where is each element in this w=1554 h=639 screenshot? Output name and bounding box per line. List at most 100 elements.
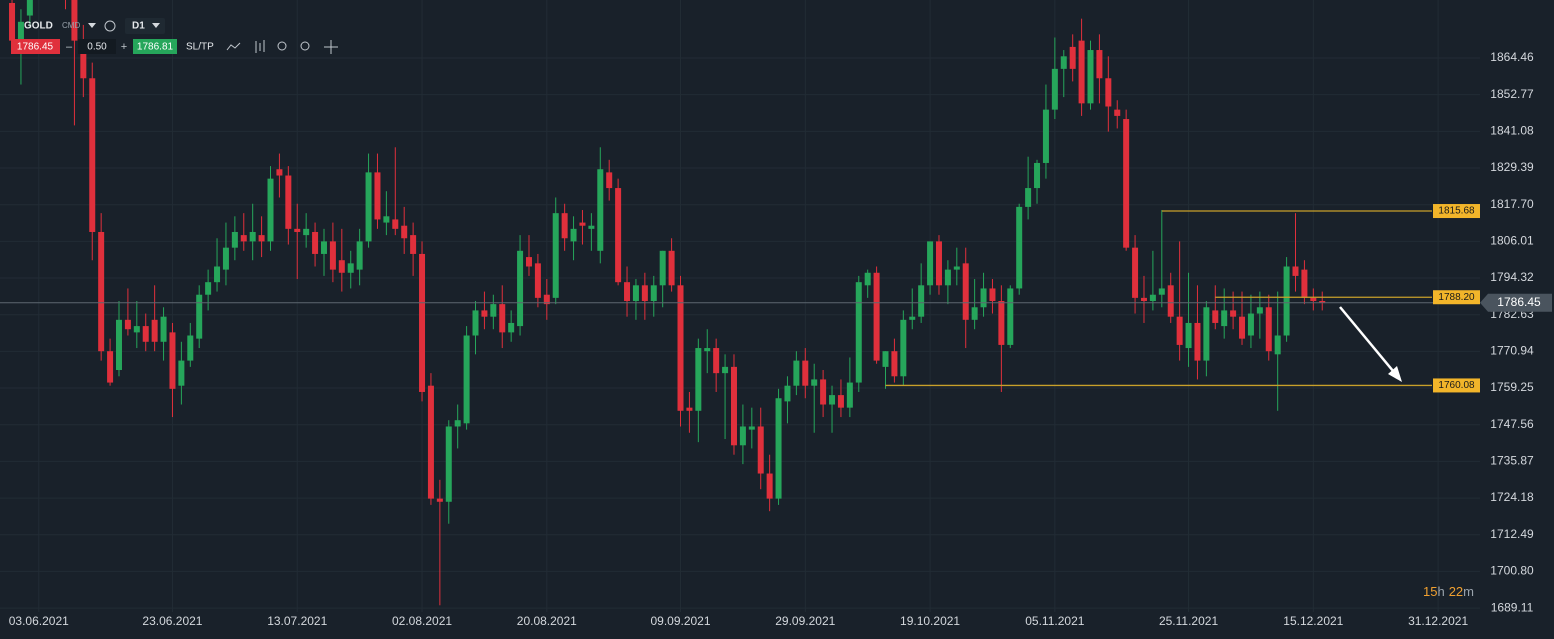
candle-body — [704, 348, 711, 352]
minus[interactable]: – — [66, 41, 73, 53]
candle-body — [1319, 300, 1326, 303]
candle-body — [1096, 50, 1103, 79]
candle-body — [1221, 310, 1228, 327]
info-icon[interactable] — [104, 20, 116, 32]
y-tick-label: 1829.39 — [1490, 160, 1534, 174]
candle-body — [561, 213, 568, 239]
y-tick-label: 1817.70 — [1490, 197, 1534, 211]
ask[interactable]: 1786.81 — [137, 42, 174, 53]
candle-body — [1069, 46, 1076, 69]
candle-body — [1149, 294, 1156, 301]
candle-body — [525, 257, 532, 267]
candle-body — [606, 172, 613, 189]
candle-body — [392, 219, 399, 229]
candle-body — [258, 235, 265, 242]
candle-body — [338, 260, 345, 273]
candle-body — [695, 348, 702, 411]
candle-body — [320, 241, 327, 254]
candle-body — [98, 231, 105, 352]
candle-body — [944, 269, 951, 286]
dropdown[interactable] — [88, 23, 96, 28]
dropdown[interactable] — [152, 23, 160, 28]
x-tick-label: 29.09.2021 — [775, 614, 835, 628]
candle-body — [597, 169, 604, 251]
candle-body — [1167, 285, 1174, 317]
zoom-in-icon[interactable] — [300, 41, 310, 51]
candle-body — [1051, 68, 1058, 110]
candle-body — [686, 407, 693, 411]
candle-body — [846, 382, 853, 408]
candle-body — [89, 78, 96, 232]
level-box — [1433, 290, 1480, 305]
spread-box[interactable] — [78, 39, 116, 54]
candle-body — [1283, 266, 1290, 336]
plus[interactable]: + — [121, 41, 127, 53]
candle-body — [1194, 322, 1201, 361]
candle-body — [677, 285, 684, 411]
candle-body — [864, 272, 871, 286]
candle-body — [1239, 316, 1246, 339]
candle-body — [115, 319, 122, 371]
candle-body — [829, 395, 836, 405]
crosshair-icon[interactable] — [324, 40, 338, 54]
candle-body — [169, 332, 176, 389]
candle-body — [445, 426, 452, 502]
candle-body — [1256, 307, 1263, 314]
candle-body — [26, 0, 33, 16]
market: CMD — [62, 21, 80, 30]
candle-body — [187, 335, 194, 361]
spread[interactable]: 0.50 — [87, 42, 107, 53]
x-tick-label: 02.08.2021 — [392, 614, 452, 628]
chart-type-icon[interactable] — [255, 40, 265, 53]
ask-box[interactable] — [133, 39, 177, 54]
candle-body — [962, 263, 969, 320]
timeframe[interactable]: D1 — [132, 21, 145, 32]
zoom-out-icon[interactable] — [277, 41, 287, 51]
candle-body — [1034, 162, 1041, 189]
sltp[interactable]: SL/TP — [186, 42, 214, 53]
candle-body — [401, 225, 408, 239]
candle-body — [1078, 40, 1085, 104]
candle-body — [820, 379, 827, 405]
y-tick-label: 1689.11 — [1491, 600, 1534, 614]
candle-body — [151, 319, 158, 342]
candle-body — [641, 285, 648, 301]
candle-body — [918, 285, 925, 317]
bid[interactable]: 1786.45 — [17, 42, 54, 53]
bid-box[interactable] — [11, 39, 60, 54]
candle-body — [588, 225, 595, 229]
candle-body — [793, 360, 800, 386]
x-tick-label: 19.10.2021 — [900, 614, 960, 628]
indicator-icon[interactable] — [226, 42, 241, 51]
level-label: 1815.68 — [1438, 206, 1475, 217]
candle-body — [757, 426, 764, 474]
x-tick-label: 20.08.2021 — [517, 614, 577, 628]
candle-body — [1292, 266, 1299, 276]
candle-body — [142, 326, 149, 342]
timeframe-box[interactable] — [125, 18, 165, 34]
candle-body — [971, 307, 978, 320]
candle-body — [1247, 313, 1254, 336]
toolbar: GOLD CMD D1 1786.45 – 0.50 + 1786.81 SL/… — [10, 18, 338, 54]
candle-body — [490, 304, 497, 317]
candle-body — [659, 250, 666, 286]
x-tick-label: 31.12.2021 — [1408, 614, 1468, 628]
symbol[interactable]: GOLD — [24, 21, 53, 32]
candle-body — [205, 282, 212, 295]
candle-body — [1087, 50, 1094, 104]
candle-body — [365, 172, 372, 242]
y-tick-label: 1794.32 — [1490, 270, 1534, 284]
candle-body — [1301, 269, 1308, 298]
candle-body — [1105, 78, 1112, 107]
x-tick-label: 03.06.2021 — [9, 614, 69, 628]
candles — [9, 0, 1326, 606]
candle-body — [650, 285, 657, 301]
candle-body — [722, 366, 729, 374]
candle-body — [80, 40, 87, 79]
candle-body — [632, 285, 639, 301]
candle-body — [436, 498, 443, 502]
candle-body — [811, 379, 818, 386]
candle-body — [909, 316, 916, 320]
candle-body — [499, 304, 506, 333]
